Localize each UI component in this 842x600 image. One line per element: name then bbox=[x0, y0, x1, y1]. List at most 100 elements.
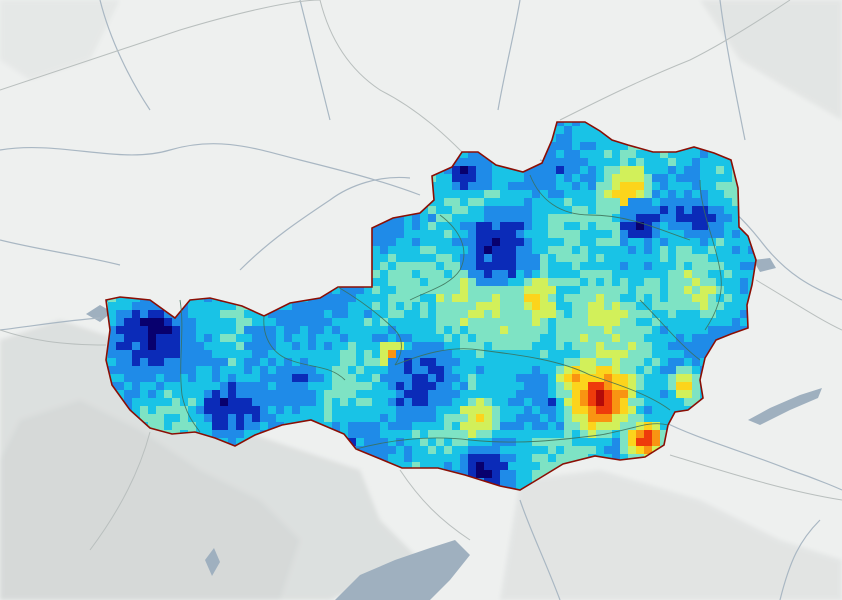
raster-cell bbox=[380, 382, 389, 391]
raster-cell bbox=[676, 158, 685, 167]
raster-cell bbox=[508, 294, 517, 303]
raster-cell bbox=[540, 182, 549, 191]
raster-cell bbox=[692, 294, 701, 303]
raster-cell bbox=[556, 190, 565, 199]
raster-cell bbox=[652, 430, 661, 439]
raster-cell bbox=[644, 326, 653, 335]
raster-cell bbox=[588, 382, 597, 391]
raster-cell bbox=[420, 262, 429, 271]
raster-cell bbox=[420, 238, 429, 247]
raster-cell bbox=[444, 198, 453, 207]
raster-cell bbox=[108, 310, 117, 319]
raster-cell bbox=[636, 302, 645, 311]
raster-cell bbox=[204, 350, 213, 359]
raster-cell bbox=[372, 270, 381, 279]
raster-cell bbox=[556, 270, 565, 279]
raster-cell bbox=[692, 390, 701, 399]
raster-cell bbox=[524, 342, 533, 351]
raster-cell bbox=[732, 326, 741, 335]
raster-cell bbox=[612, 246, 621, 255]
raster-cell bbox=[412, 310, 421, 319]
raster-cell bbox=[540, 462, 549, 471]
raster-cell bbox=[428, 446, 437, 455]
raster-cell bbox=[492, 334, 501, 343]
raster-cell bbox=[676, 246, 685, 255]
raster-cell bbox=[572, 374, 581, 383]
raster-cell bbox=[468, 294, 477, 303]
raster-cell bbox=[628, 286, 637, 295]
raster-cell bbox=[444, 302, 453, 311]
raster-cell bbox=[524, 358, 533, 367]
raster-cell bbox=[164, 366, 173, 375]
raster-cell bbox=[700, 158, 709, 167]
lake-balaton bbox=[748, 388, 822, 425]
raster-cell bbox=[460, 254, 469, 263]
raster-cell bbox=[204, 430, 213, 439]
raster-cell bbox=[380, 438, 389, 447]
raster-cell bbox=[596, 342, 605, 351]
raster-cell bbox=[364, 382, 373, 391]
raster-cell bbox=[500, 446, 509, 455]
raster-cell bbox=[580, 310, 589, 319]
raster-cell bbox=[476, 262, 485, 271]
raster-cell bbox=[380, 262, 389, 271]
raster-cell bbox=[620, 374, 629, 383]
raster-cell bbox=[620, 406, 629, 415]
raster-cell bbox=[396, 422, 405, 431]
raster-cell bbox=[396, 326, 405, 335]
raster-cell bbox=[380, 310, 389, 319]
raster-cell bbox=[364, 302, 373, 311]
raster-cell bbox=[484, 222, 493, 231]
raster-cell bbox=[332, 310, 341, 319]
raster-cell bbox=[476, 254, 485, 263]
raster-cell bbox=[644, 294, 653, 303]
raster-cell bbox=[420, 294, 429, 303]
raster-cell bbox=[540, 342, 549, 351]
raster-cell bbox=[612, 438, 621, 447]
raster-cell bbox=[628, 174, 637, 183]
raster-cell bbox=[660, 166, 669, 175]
raster-cell bbox=[572, 310, 581, 319]
raster-cell bbox=[644, 222, 653, 231]
raster-cell bbox=[652, 302, 661, 311]
raster-cell bbox=[164, 310, 173, 319]
raster-cell bbox=[412, 358, 421, 367]
raster-cell bbox=[612, 278, 621, 287]
raster-cell bbox=[436, 430, 445, 439]
raster-cell bbox=[620, 430, 629, 439]
raster-cell bbox=[428, 214, 437, 223]
raster-cell bbox=[148, 334, 157, 343]
raster-cell bbox=[572, 190, 581, 199]
raster-cell bbox=[452, 206, 461, 215]
raster-cell bbox=[236, 318, 245, 327]
raster-cell bbox=[484, 334, 493, 343]
raster-cell bbox=[492, 246, 501, 255]
raster-cell bbox=[420, 318, 429, 327]
raster-cell bbox=[692, 278, 701, 287]
raster-cell bbox=[668, 206, 677, 215]
raster-cell bbox=[700, 222, 709, 231]
raster-cell bbox=[396, 414, 405, 423]
raster-cell bbox=[124, 350, 133, 359]
raster-cell bbox=[372, 326, 381, 335]
raster-cell bbox=[564, 406, 573, 415]
raster-cell bbox=[356, 286, 365, 295]
raster-cell bbox=[204, 390, 213, 399]
raster-cell bbox=[436, 198, 445, 207]
raster-cell bbox=[564, 286, 573, 295]
raster-cell bbox=[556, 198, 565, 207]
raster-cell bbox=[228, 382, 237, 391]
raster-cell bbox=[532, 318, 541, 327]
raster-cell bbox=[620, 166, 629, 175]
raster-cell bbox=[364, 414, 373, 423]
raster-cell bbox=[452, 214, 461, 223]
raster-cell bbox=[268, 390, 277, 399]
raster-cell bbox=[188, 382, 197, 391]
raster-cell bbox=[172, 398, 181, 407]
raster-cell bbox=[380, 366, 389, 375]
raster-cell bbox=[388, 382, 397, 391]
raster-cell bbox=[404, 438, 413, 447]
